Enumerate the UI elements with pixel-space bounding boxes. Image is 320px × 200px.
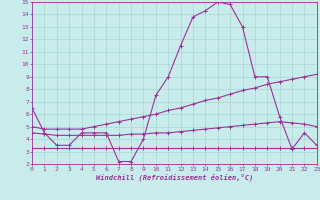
X-axis label: Windchill (Refroidissement éolien,°C): Windchill (Refroidissement éolien,°C) — [96, 173, 253, 181]
